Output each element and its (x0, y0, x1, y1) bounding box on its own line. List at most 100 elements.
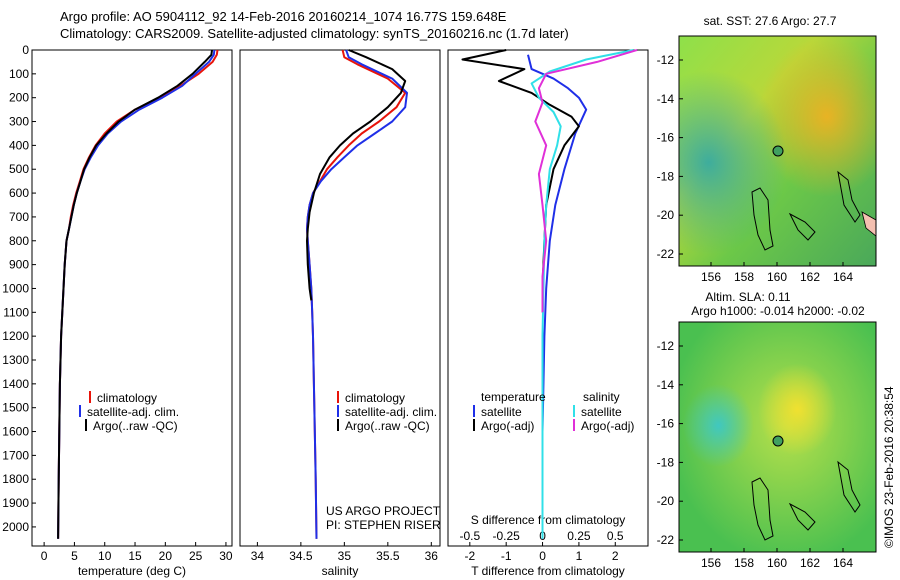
island-outline (751, 477, 774, 541)
x-tick-label: 0 (41, 549, 48, 563)
x-tick-label: 0 (539, 549, 546, 563)
salinity-x-ticks: 34 34.5 35 35.5 36 (251, 542, 439, 563)
difference-panel-frame (447, 49, 649, 547)
salinity-legend: climatology satellite-adj. clim. Argo(..… (337, 391, 437, 433)
depth-tick-label: 2000 (2, 520, 29, 534)
top-tick-label: -0.25 (493, 529, 521, 543)
map-y-tick-label: -16 (657, 417, 675, 431)
map-x-tick-label: 156 (701, 270, 721, 284)
x-tick-label: 1 (576, 549, 583, 563)
difference-x-label: T difference from climatology (471, 564, 625, 578)
series-line (57, 49, 216, 539)
temperature-curves (57, 49, 219, 539)
island-outline (837, 460, 861, 513)
depth-tick-label: 900 (9, 258, 29, 272)
depth-tick-label: 800 (9, 234, 29, 248)
map-y-tick-label: -14 (657, 378, 675, 392)
sla-map-title: Altim. SLA: 0.11 (705, 290, 790, 304)
depth-tick-label: 1600 (2, 425, 29, 439)
depth-tick-label: 400 (9, 138, 29, 152)
legend-sal-satellite-label: satellite (581, 405, 622, 419)
sst-map (678, 35, 877, 267)
x-tick-label: 36 (425, 549, 439, 563)
map-y-tick-label: -12 (657, 339, 675, 353)
series-line (527, 54, 588, 539)
x-tick-label: 25 (189, 549, 203, 563)
depth-tick-label: 700 (9, 210, 29, 224)
map-x-tick-label: 162 (800, 270, 820, 284)
island-outline (751, 187, 774, 251)
map-y-tick-label: -14 (657, 92, 675, 106)
depth-axis: 0 100 200 300 400 500 600 700 800 900 1000 1100 1200… (2, 43, 36, 534)
map-x-tick-label: 162 (800, 556, 820, 570)
legend-argo-label: Argo(..raw -QC) (345, 419, 430, 433)
map-y-tick-label: -18 (657, 169, 675, 183)
depth-tick-label: 1300 (2, 353, 29, 367)
legend-climatology-label: climatology (345, 391, 405, 405)
series-line (530, 49, 634, 539)
map-x-tick-label: 158 (734, 556, 754, 570)
sst-map-y-ticks: -12 -14 -16 -18 -20 -22 (657, 53, 683, 261)
top-tick-label: 0.25 (567, 529, 591, 543)
depth-tick-label: 1900 (2, 496, 29, 510)
difference-top-label: S difference from climatology (471, 513, 626, 527)
sst-map-x-ticks: 156 158 160 162 164 (701, 262, 853, 284)
depth-tick-label: 200 (9, 91, 29, 105)
series-line (57, 49, 219, 539)
depth-tick-label: 100 (9, 67, 29, 81)
map-x-tick-label: 160 (767, 270, 787, 284)
x-tick-label: 20 (159, 549, 173, 563)
legend-satellite-label: satellite-adj. clim. (345, 405, 437, 419)
project-credit: US ARGO PROJECT (326, 504, 441, 518)
depth-tick-label: 300 (9, 115, 29, 129)
x-tick-label: 5 (71, 549, 78, 563)
map-y-tick-label: -12 (657, 53, 675, 67)
sst-map-title: sat. SST: 27.6 Argo: 27.7 (704, 14, 837, 28)
difference-curves (461, 49, 638, 539)
top-tick-label: -0.5 (459, 529, 480, 543)
header-line-1: Argo profile: AO 5904112_92 14-Feb-2016 … (60, 9, 507, 24)
legend-climatology-label: climatology (97, 391, 157, 405)
series-line (534, 49, 638, 313)
pi-credit: PI: STEPHEN RISER (326, 518, 441, 532)
map-x-tick-label: 158 (734, 270, 754, 284)
depth-tick-label: 1700 (2, 448, 29, 462)
depth-tick-label: 0 (22, 43, 29, 57)
map-y-tick-label: -20 (657, 494, 675, 508)
depth-tick-label: 1500 (2, 401, 29, 415)
temperature-legend: climatology satellite-adj. clim. Argo(..… (79, 391, 179, 433)
map-x-tick-label: 164 (833, 270, 853, 284)
argo-position-marker (772, 145, 784, 157)
x-tick-label: 30 (219, 549, 233, 563)
x-tick-label: 35.5 (376, 549, 400, 563)
island-outline (788, 502, 816, 531)
map-y-tick-label: -16 (657, 131, 675, 145)
temperature-panel-frame (31, 49, 233, 547)
depth-tick-label: 500 (9, 162, 29, 176)
salinity-x-label: salinity (322, 564, 359, 578)
x-tick-label: 34.5 (289, 549, 313, 563)
map-x-tick-label: 164 (833, 556, 853, 570)
legend-satellite-label: satellite-adj. clim. (87, 405, 179, 419)
x-tick-label: 34 (251, 549, 265, 563)
sla-map-y-ticks: -12 -14 -16 -18 -20 -22 (657, 339, 683, 547)
x-tick-label: 15 (128, 549, 142, 563)
depth-tick-label: 1000 (2, 281, 29, 295)
x-tick-label: 10 (98, 549, 112, 563)
depth-tick-label: 1800 (2, 472, 29, 486)
salinity-curves (306, 49, 408, 539)
series-line (306, 49, 408, 539)
legend-temperature-title: temperature (481, 390, 546, 404)
top-tick-label: 0.5 (607, 529, 624, 543)
map-y-tick-label: -20 (657, 208, 675, 222)
depth-tick-label: 1400 (2, 377, 29, 391)
x-tick-label: 35 (338, 549, 352, 563)
depth-tick-label: 1100 (3, 305, 29, 319)
sla-map-x-ticks: 156 158 160 162 164 (701, 548, 853, 570)
x-tick-label: -2 (464, 549, 475, 563)
difference-legend: temperature salinity satellite Argo(-adj… (473, 390, 634, 433)
map-y-tick-label: -22 (657, 533, 675, 547)
map-x-tick-label: 160 (767, 556, 787, 570)
x-tick-label: -1 (501, 549, 512, 563)
